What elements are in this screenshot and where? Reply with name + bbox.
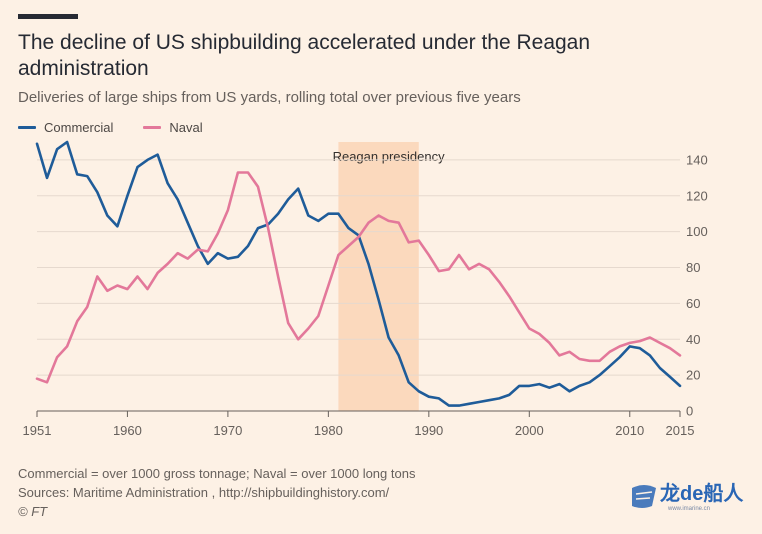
legend-swatch-commercial — [18, 126, 36, 129]
footer: Commercial = over 1000 gross tonnage; Na… — [18, 464, 415, 521]
gridlines — [37, 159, 680, 412]
x-tick-label: 1990 — [414, 423, 443, 438]
chart-subtitle: Deliveries of large ships from US yards,… — [18, 89, 521, 106]
y-tick-label: 140 — [686, 152, 708, 167]
series-lines — [35, 140, 682, 407]
y-tick-label: 0 — [686, 404, 693, 419]
x-tick-label: 2015 — [666, 423, 695, 438]
y-tick-label: 120 — [686, 188, 708, 203]
x-tick-label: 2000 — [515, 423, 544, 438]
annotation-label: Reagan presidency — [333, 149, 446, 164]
copyright: © FT — [18, 504, 48, 519]
x-tick-label: 1980 — [314, 423, 343, 438]
x-tick-label: 1970 — [213, 423, 242, 438]
legend-item-naval: Naval — [143, 120, 203, 135]
footnote: Commercial = over 1000 gross tonnage; Na… — [18, 466, 416, 481]
y-axis-ticks: 0 20 40 60 80 100 120 140 — [686, 152, 708, 418]
top-accent-bar — [18, 14, 78, 19]
legend: Commercial Naval — [18, 120, 203, 135]
y-tick-label: 100 — [686, 224, 708, 239]
legend-label-commercial: Commercial — [44, 120, 114, 135]
watermark-text: 龙de船人 — [660, 481, 744, 505]
series-line-naval — [35, 171, 682, 384]
sources: Sources: Maritime Administration , http:… — [18, 485, 390, 500]
y-tick-label: 20 — [686, 368, 700, 383]
x-axis-ticks: 1951 1960 1970 1980 1990 2000 2010 2015 — [23, 411, 695, 438]
watermark-url: www.imarine.cn — [667, 506, 710, 512]
watermark-icon — [632, 485, 656, 508]
legend-swatch-naval — [143, 126, 162, 129]
annotation-band-layer: Reagan presidency — [333, 142, 446, 411]
y-tick-label: 60 — [686, 296, 700, 311]
x-tick-label: 1951 — [23, 423, 52, 438]
x-tick-label: 2010 — [615, 423, 644, 438]
legend-item-commercial: Commercial — [18, 120, 113, 135]
reagan-presidency-band — [338, 142, 419, 411]
watermark-logo: 龙de船人 www.imarine.cn — [632, 481, 744, 512]
x-tick-label: 1960 — [113, 423, 142, 438]
chart-title: The decline of US shipbuilding accelerat… — [18, 31, 591, 80]
y-tick-label: 80 — [686, 260, 700, 275]
legend-label-naval: Naval — [169, 120, 203, 135]
y-tick-label: 40 — [686, 332, 700, 347]
